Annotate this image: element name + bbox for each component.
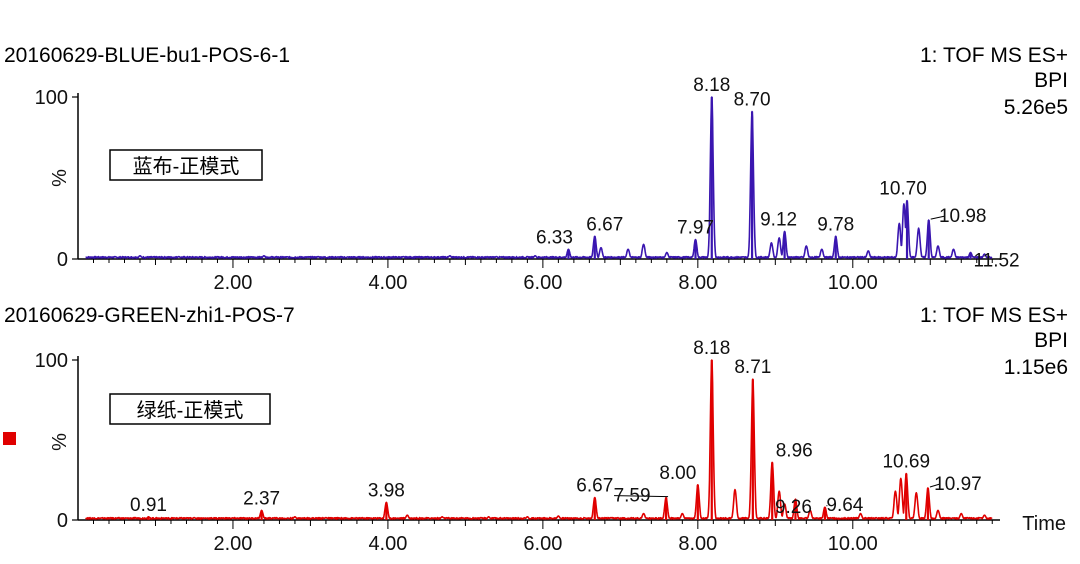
- panel2-trace-group: [85, 359, 993, 520]
- p2-peak-label: 10.69: [882, 452, 930, 473]
- p2-peak-leader: [929, 483, 941, 488]
- panel1-trace: BPI: [1034, 69, 1068, 92]
- p2-peak-label: 8.96: [776, 440, 813, 461]
- p2-x-tick-label: 8.00: [678, 533, 717, 555]
- p2-peak-label: 7.59: [614, 486, 651, 507]
- p2-peak-label: 8.00: [659, 463, 696, 484]
- panel2-ylabel: %: [49, 433, 71, 451]
- panel1-peak-labels: 6.33 6.67 7.97 8.188.70 9.12 9.78 10.70 10.98 11…: [536, 75, 1020, 272]
- p1-peak-label: 6.33: [536, 227, 573, 248]
- panel2-peak-labels: 0.91 2.37 3.98 6.67 7.59 8.00 8.188.71 8.96 9.26…: [130, 338, 982, 518]
- panel1-function: 1: TOF MS ES+: [920, 44, 1068, 67]
- p1-peak-label: 6.67: [586, 214, 623, 235]
- p2-peak-label: 8.71: [734, 357, 771, 378]
- p1-peak-label: 9.78: [817, 214, 854, 235]
- panel1-ylabel: %: [49, 169, 71, 187]
- panel2-intensity: 1.15e6: [1004, 356, 1068, 379]
- p1-peak-label: 10.70: [879, 179, 927, 200]
- legend-marker: [3, 432, 16, 445]
- p1-peak-label: 7.97: [677, 218, 714, 239]
- p2-peak-leader: [614, 495, 669, 498]
- p2-y-tick-label: 100: [35, 350, 68, 372]
- p2-x-tick-label: 2.00: [213, 533, 252, 555]
- p2-peak-label: 0.91: [130, 495, 167, 516]
- p2-peak-label: 2.37: [243, 488, 280, 509]
- p1-x-tick-label: 6.00: [523, 272, 562, 294]
- panel1-trace-group: [85, 96, 993, 259]
- p2-peak-label: 9.64: [826, 495, 863, 516]
- p2-y-tick-label: 0: [57, 510, 68, 532]
- p1-x-tick-label: 2.00: [213, 272, 252, 294]
- p1-y-tick-label: 0: [57, 249, 68, 271]
- p1-x-tick-label: 4.00: [368, 272, 407, 294]
- p2-x-tick-label: 4.00: [368, 533, 407, 555]
- panel2-xlabel: Time: [1022, 513, 1066, 535]
- p1-peak-leader: [930, 215, 945, 220]
- p1-y-tick-label: 100: [35, 87, 68, 109]
- p1-peak-label: 8.18: [693, 75, 730, 96]
- p2-x-tick-label: 6.00: [523, 533, 562, 555]
- p2-peak-label: 6.67: [576, 476, 613, 497]
- panel2-axis-ticks: 0 100 2.00 4.00 6.00 8.00 10.00: [35, 350, 1000, 555]
- p2-peak-label: 10.97: [934, 474, 982, 495]
- p1-x-tick-label: 8.00: [678, 272, 717, 294]
- p1-peak-label: 11.52: [973, 251, 1019, 272]
- panel2-label-box: [109, 393, 271, 425]
- p2-series-line: [85, 359, 993, 520]
- panel2-function: 1: TOF MS ES+: [920, 304, 1068, 327]
- p2-peak-label: 3.98: [368, 480, 405, 501]
- panel2-sample-name: 20160629-GREEN-zhi1-POS-7: [4, 304, 295, 327]
- p1-x-tick-label: 10.00: [828, 272, 878, 294]
- panel1-axis-ticks: 0 100 2.00 4.00 6.00 8.00 10.00: [35, 87, 1000, 294]
- panel1-sample-name: 20160629-BLUE-bu1-POS-6-1: [4, 44, 290, 67]
- panel1-label-box: [109, 149, 263, 181]
- panel2-trace: BPI: [1034, 329, 1068, 352]
- p2-x-tick-label: 10.00: [828, 533, 878, 555]
- panel2-box-label: 绿纸-正模式: [137, 399, 244, 422]
- p1-peak-label: 8.70: [734, 90, 771, 111]
- p2-peak-label: 8.18: [693, 338, 730, 359]
- p1-series-line: [85, 96, 993, 259]
- p1-peak-label: 9.12: [760, 209, 797, 230]
- panel1-box-label: 蓝布-正模式: [133, 155, 240, 178]
- p2-peak-label: 9.26: [775, 497, 812, 518]
- panel1-intensity: 5.26e5: [1004, 96, 1068, 119]
- p1-peak-label: 10.98: [939, 206, 987, 227]
